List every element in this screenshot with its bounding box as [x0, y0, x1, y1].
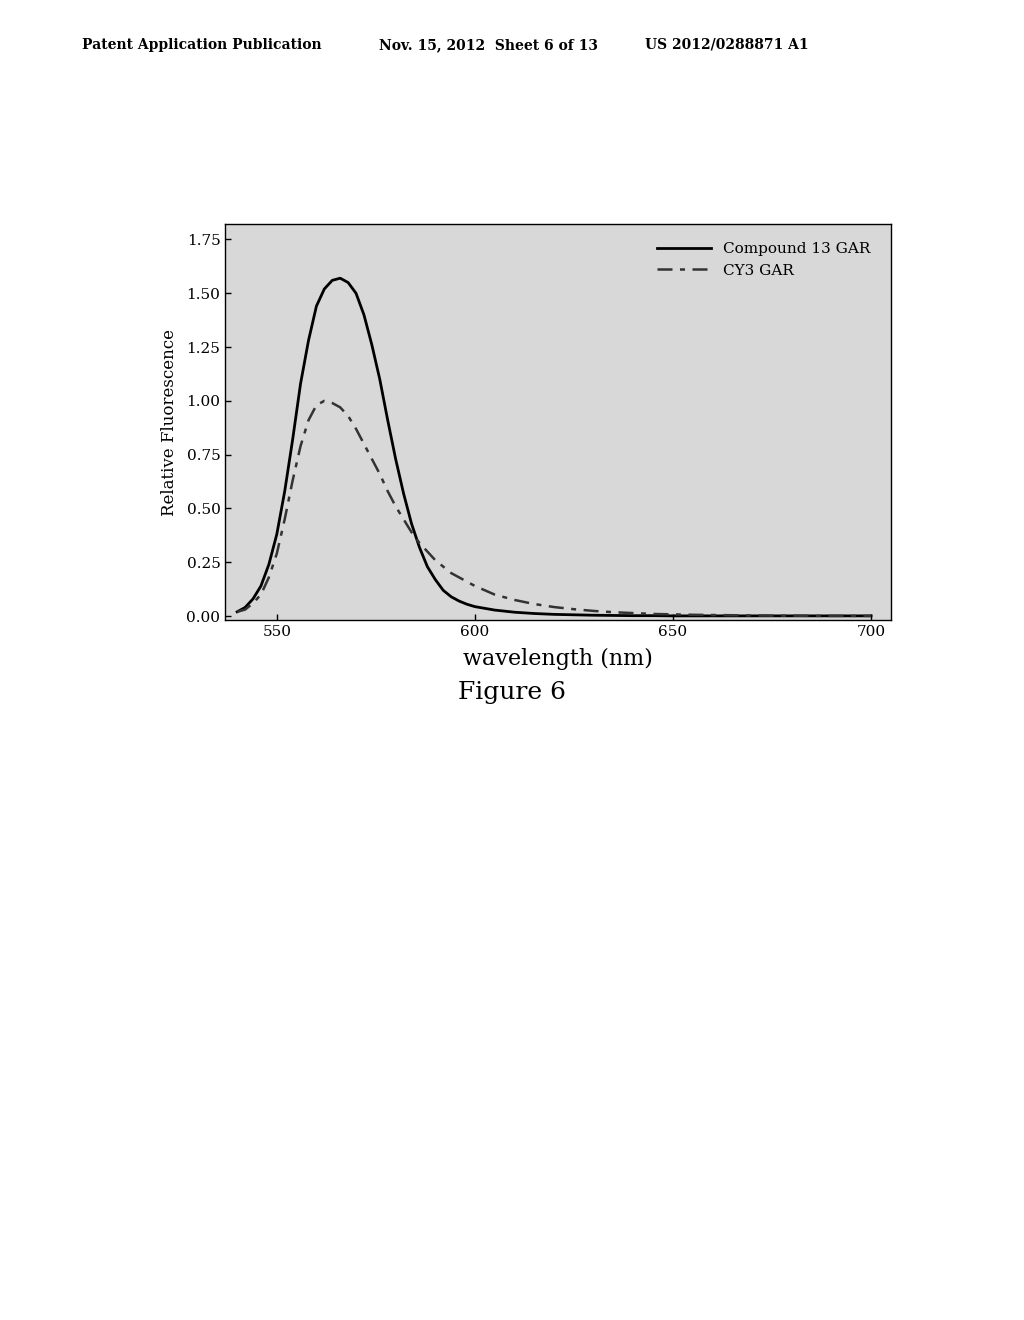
CY3 GAR	[366, 451, 378, 467]
Text: Patent Application Publication: Patent Application Publication	[82, 38, 322, 51]
CY3 GAR	[231, 603, 244, 619]
CY3 GAR	[357, 436, 370, 451]
Compound 13 GAR	[548, 606, 560, 622]
Compound 13 GAR	[334, 271, 346, 286]
Compound 13 GAR	[366, 337, 378, 352]
Compound 13 GAR	[845, 609, 857, 624]
Text: Nov. 15, 2012  Sheet 6 of 13: Nov. 15, 2012 Sheet 6 of 13	[379, 38, 598, 51]
Text: US 2012/0288871 A1: US 2012/0288871 A1	[645, 38, 809, 51]
CY3 GAR	[607, 605, 620, 620]
Compound 13 GAR	[607, 607, 620, 623]
CY3 GAR	[326, 395, 338, 411]
Text: Figure 6: Figure 6	[458, 681, 566, 705]
CY3 GAR	[806, 609, 818, 624]
Compound 13 GAR	[667, 609, 679, 624]
Compound 13 GAR	[231, 603, 244, 619]
Compound 13 GAR	[318, 281, 331, 297]
Line: Compound 13 GAR: Compound 13 GAR	[238, 279, 871, 616]
X-axis label: wavelength (nm): wavelength (nm)	[463, 648, 653, 669]
CY3 GAR	[865, 609, 878, 624]
Compound 13 GAR	[865, 609, 878, 624]
Line: CY3 GAR: CY3 GAR	[238, 401, 871, 616]
Legend: Compound 13 GAR, CY3 GAR: Compound 13 GAR, CY3 GAR	[651, 236, 877, 284]
CY3 GAR	[845, 609, 857, 624]
CY3 GAR	[548, 599, 560, 615]
Y-axis label: Relative Fluorescence: Relative Fluorescence	[161, 329, 178, 516]
CY3 GAR	[318, 393, 331, 409]
Compound 13 GAR	[357, 306, 370, 322]
